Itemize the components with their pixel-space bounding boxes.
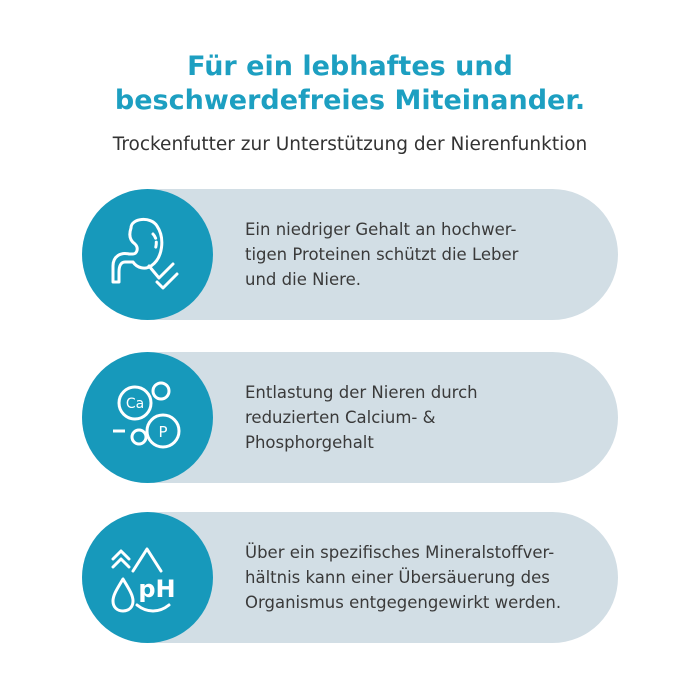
feature-ph: pH Über ein spezifisches Mineralstoffver…: [82, 512, 618, 643]
phosphorus-label: P: [158, 423, 167, 441]
calcium-label: Ca: [125, 396, 143, 412]
calcium-phosphorus-icon: Ca P: [82, 352, 213, 483]
stomach-check-icon: [82, 189, 213, 320]
feature-minerals: Ca P Entlastung der Nieren durch reduzie…: [82, 352, 618, 483]
ph-label: pH: [138, 575, 175, 603]
subtitle: Trockenfutter zur Unterstützung der Nier…: [112, 134, 588, 155]
headline-line-1: Für ein lebhaftes und: [187, 51, 513, 82]
feature-text: Über ein spezifisches Mineralstoffver- h…: [245, 543, 562, 612]
ph-drop-icon: pH: [82, 512, 213, 643]
feature-text: Ein niedriger Gehalt an hochwer- tigen P…: [245, 220, 519, 289]
headline-line-2: beschwerdefreies Miteinander.: [114, 85, 586, 116]
feature-protein: Ein niedriger Gehalt an hochwer- tigen P…: [82, 189, 618, 320]
headline: Für ein lebhaftes und beschwerdefreies M…: [0, 50, 700, 118]
feature-text: Entlastung der Nieren durch reduzierten …: [245, 383, 478, 452]
